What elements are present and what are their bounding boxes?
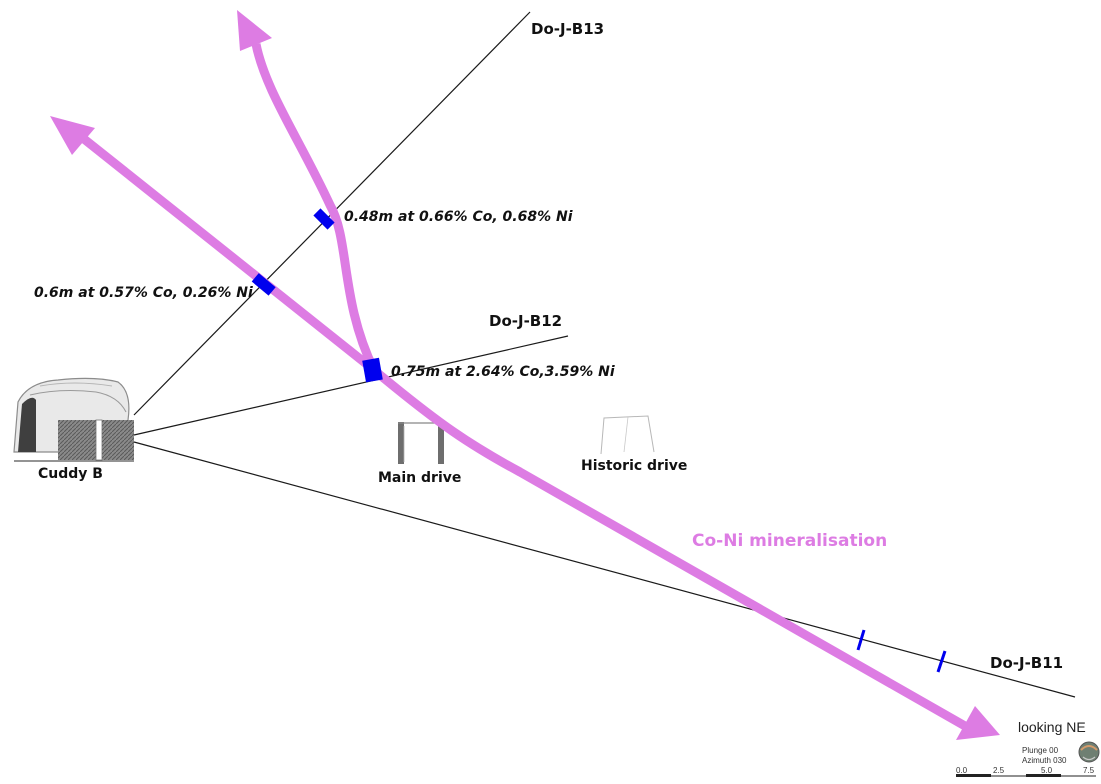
intercept-marker-b13-lower: [251, 273, 276, 296]
mineralisation-north-trace: [251, 43, 379, 372]
mineralisation-label: Co-Ni mineralisation: [692, 531, 888, 551]
intercept-marker-b13: [313, 208, 335, 230]
main-drive-label: Main drive: [378, 470, 462, 486]
scale-tick-0: 0.0: [956, 766, 968, 775]
historic-drive-shape: [600, 415, 655, 455]
intercept-label-upper: 0.48m at 0.66% Co, 0.68% Ni: [344, 209, 573, 225]
historic-drive-label: Historic drive: [581, 458, 688, 474]
cuddy-b-shape: [13, 377, 134, 462]
view-direction-label: looking NE: [1018, 719, 1086, 735]
drillhole-label-b13: Do-J-B13: [531, 20, 605, 38]
intercept-marker-b11-a: [856, 629, 866, 651]
drillhole-label-b11: Do-J-B11: [990, 654, 1064, 672]
plunge-label: Plunge 00: [1022, 746, 1059, 755]
cuddy-b-label: Cuddy B: [38, 466, 103, 482]
intercept-marker-b11-b: [936, 650, 947, 673]
drillhole-trace-b11: [133, 441, 1076, 698]
intercept-marker-b12: [362, 357, 383, 383]
orientation-globe-icon: [1078, 741, 1100, 763]
scale-tick-1: 2.5: [993, 766, 1005, 775]
intercept-label-high-grade: 0.75m at 2.64% Co,3.59% Ni: [391, 364, 615, 380]
mineralisation-main-trace: [371, 366, 968, 730]
drillhole-trace-b12: [133, 335, 569, 436]
azimuth-label: Azimuth 030: [1022, 756, 1067, 765]
mineralisation-arrowhead-n: [237, 10, 272, 51]
scale-tick-2: 5.0: [1041, 766, 1053, 775]
mineralisation-arrowhead-nw: [50, 116, 95, 155]
scale-bar: [956, 774, 1096, 777]
drillhole-label-b12: Do-J-B12: [489, 312, 563, 330]
intercept-label-left: 0.6m at 0.57% Co, 0.26% Ni: [34, 285, 253, 301]
mineralisation-arrowhead-se: [956, 706, 1000, 740]
main-drive-shape: [398, 422, 444, 464]
mineralisation-west-trace: [81, 135, 377, 374]
scale-tick-3: 7.5: [1083, 766, 1095, 775]
mineralisation-traces: [50, 10, 1000, 740]
